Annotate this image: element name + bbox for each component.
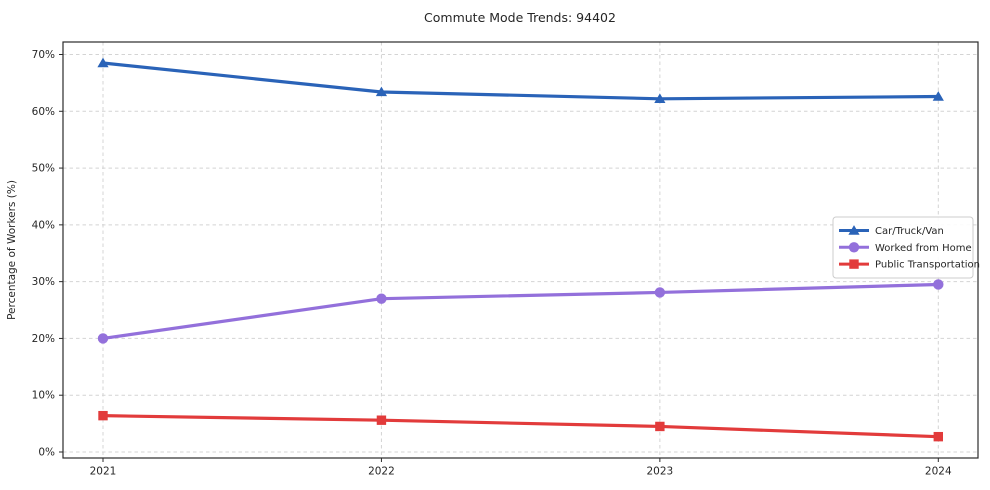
y-tick-label: 70% [32,49,55,61]
y-tick-label: 60% [32,106,55,118]
series-worked-from-home [97,279,944,344]
data-point-car-truck-van [654,93,666,103]
y-tick-label: 0% [38,447,55,459]
data-point-car-truck-van [932,91,944,101]
legend-entry: Car/Truck/Van [839,225,944,237]
y-tick-label: 50% [32,163,55,175]
data-point-car-truck-van [375,86,388,97]
data-point-public-transportation [98,410,108,421]
y-tick-label: 20% [32,333,55,345]
x-tick-label: 2023 [646,466,673,478]
y-tick-label: 30% [32,276,55,288]
data-point-worked-from-home [654,287,666,298]
data-point-worked-from-home [97,333,109,344]
x-tick-label: 2022 [368,466,395,478]
data-series [97,57,944,442]
legend-entry: Worked from Home [839,242,972,254]
legend: Car/Truck/Van Worked from Home Public Tran… [832,216,980,279]
plot-border [62,41,979,459]
series-line-worked-from-home [101,282,940,341]
x-tick-label: 2024 [925,466,952,478]
legend-label: Worked from Home [875,243,972,254]
legend-marker-circle [848,242,860,253]
legend-marker-triangle [848,225,860,235]
data-point-public-transportation [376,415,387,425]
data-point-car-truck-van [97,57,109,68]
series-public-transportation [98,410,943,442]
y-tick-label: 40% [32,219,55,231]
data-point-public-transportation [655,421,665,432]
legend-entry: Public Transportation [839,259,980,271]
legend-label: Car/Truck/Van [875,226,944,237]
series-line-car-truck-van [101,61,940,101]
data-point-worked-from-home [933,279,944,290]
legend-label: Public Transportation [875,260,980,271]
chart-title: Commute Mode Trends: 94402 [424,10,616,25]
y-tick-label: 10% [32,390,55,402]
data-point-worked-from-home [376,293,387,304]
data-point-public-transportation [933,431,943,442]
x-tick-label: 2021 [90,466,117,478]
y-axis-label: Percentage of Workers (%) [6,180,18,320]
axes: 0% 10% 20% 30% 40% 50% 60% 70% 2021 2022 2023 2024 [32,41,979,478]
legend-marker-square [849,259,859,269]
series-line-public-transportation [101,414,940,439]
series-car-truck-van [97,57,944,103]
